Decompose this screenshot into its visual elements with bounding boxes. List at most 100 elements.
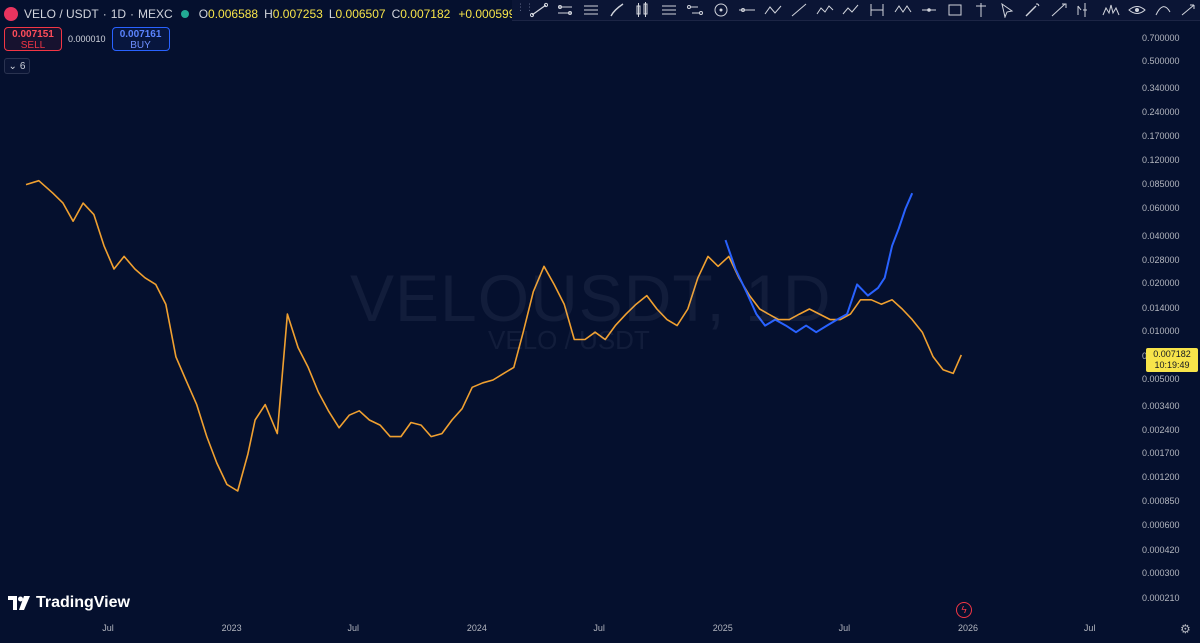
zoom-icon [1181,4,1195,16]
x-tick-label: 2023 [221,623,242,633]
horizontal-line-icon [739,8,755,12]
legend-interval[interactable]: 1D [110,7,127,21]
tool-elliott[interactable] [1072,1,1098,19]
tradingview-logo-icon [8,596,30,610]
legend-exchange: MEXC [138,7,173,21]
y-tick-label: 0.240000 [1142,107,1180,118]
y-tick-label: 0.000300 [1142,568,1180,579]
rectangle-icon [948,4,962,16]
tool-arrow-path[interactable] [838,1,864,19]
tool-head-shoulders[interactable] [1098,1,1124,19]
tool-horizontal-line[interactable] [734,1,760,19]
range-icon [870,4,884,16]
tool-rectangle[interactable] [942,1,968,19]
horizontal-lines-icon [662,5,676,15]
legend-low: 0.006507 [335,7,386,21]
tool-range[interactable] [864,1,890,19]
tool-zoom[interactable] [1176,1,1200,19]
sell-price: 0.007151 [12,29,54,40]
tool-polyline[interactable] [812,1,838,19]
tool-parallel-channel[interactable] [552,1,578,19]
legend-sep-1: · [102,7,107,21]
y-tick-label: 0.028000 [1142,255,1180,266]
y-tick-label: 0.005000 [1142,374,1180,384]
price-tag-icon [976,3,986,17]
legend-open-key: O [198,7,209,21]
tool-brush[interactable] [604,1,630,19]
trend-line-icon [530,2,548,18]
toolbar-tools [526,1,1200,19]
buy-button[interactable]: 0.007161 BUY [111,27,170,51]
polyline-icon [816,5,834,15]
legend-close: 0.007182 [400,7,451,21]
chevron-down-icon: ⌄ [8,60,17,72]
y-tick-label: 0.040000 [1142,230,1180,241]
sell-button[interactable]: 0.007151 SELL [4,27,62,51]
symbol-watermark-sub: VELO / USDT [488,325,650,355]
tool-curve[interactable] [1150,1,1176,19]
segment-icon [922,8,936,12]
gear-icon[interactable]: ⚙ [1180,622,1191,636]
y-tick-label: 0.170000 [1142,130,1180,141]
spread-value: 0.000010 [68,34,106,44]
lightning-icon[interactable]: ϟ [956,602,972,618]
tool-price-tag[interactable] [968,1,994,19]
y-tick-label: 0.001700 [1142,448,1180,459]
symbol-watermark: VELOUSDT, 1D [350,261,832,335]
y-tick-label: 0.002400 [1142,424,1180,435]
y-tick-label: 0.000850 [1142,496,1180,507]
tradingview-logo[interactable]: TradingView [8,594,130,612]
tool-magic-wand[interactable] [1020,1,1046,19]
x-tick-label: Jul [102,623,114,633]
tool-zigzag[interactable] [760,1,786,19]
magic-wand-icon [1025,3,1040,17]
x-tick-label: Jul [347,623,359,633]
tool-horizontal-lines[interactable] [656,1,682,19]
tool-pattern[interactable] [890,1,916,19]
y-tick-label: 0.014000 [1142,303,1180,313]
zigzag-icon [764,5,782,15]
ray-icon [791,3,807,17]
tool-circle-target[interactable] [708,1,734,19]
sell-label: SELL [20,40,46,51]
legend-close-key: C [391,7,401,21]
path-icon [687,5,703,15]
y-tick-label: 0.001200 [1142,472,1180,483]
buy-price: 0.007161 [119,29,162,40]
y-tick-label: 0.000600 [1142,520,1180,531]
tool-ray[interactable] [786,1,812,19]
drawing-toolbar: ⋮⋮ [512,0,1200,21]
y-tick-label: 0.010000 [1142,326,1180,337]
y-tick-label: 0.700000 [1142,33,1180,44]
trade-panel: 0.007151 SELL 0.000010 0.007161 BUY [4,27,170,51]
tool-path[interactable] [682,1,708,19]
bar-countdown: 10:19:49 [1154,360,1190,371]
tool-eye[interactable] [1124,1,1150,19]
tool-pitchfork[interactable] [578,1,604,19]
parallel-channel-icon [558,5,572,15]
y-tick-label: 0.060000 [1142,202,1180,213]
legend-sep-2: · [130,7,135,21]
legend-symbol[interactable]: VELO / USDT [24,7,99,21]
price-series-line [25,179,963,492]
indicators-count: 6 [19,60,26,72]
velo-logo-icon [4,7,18,21]
tool-cursor[interactable] [994,1,1020,19]
symbol-legend: VELO / USDT · 1D · MEXC O 0.006588 H 0.0… [4,4,568,24]
indicators-toggle[interactable]: ⌄ 6 [4,58,30,74]
legend-high: 0.007253 [272,7,323,21]
tool-ruler[interactable] [1046,1,1072,19]
legend-open: 0.006588 [208,7,259,21]
x-tick-label: Jul [593,623,605,633]
arrow-path-icon [842,4,859,15]
eye-icon [1128,6,1146,14]
brush-icon [610,3,624,17]
tool-segment[interactable] [916,1,942,19]
tool-trend-line[interactable] [526,1,552,19]
tool-candles[interactable] [630,1,656,19]
y-tick-label: 0.500000 [1142,56,1180,67]
drag-handle-icon[interactable]: ⋮⋮ [516,2,534,12]
x-tick-label: Jul [1083,623,1096,633]
candles-icon [636,2,648,17]
